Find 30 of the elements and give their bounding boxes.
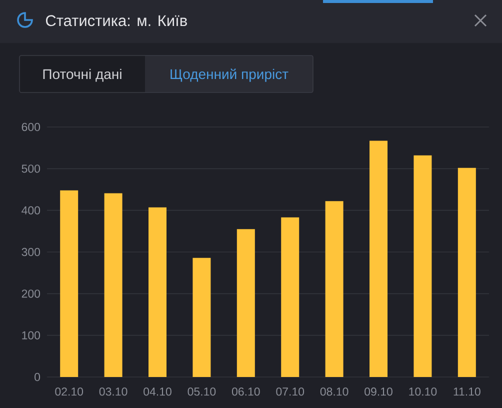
y-tick-label: 200 <box>22 290 40 298</box>
y-tick-label: 0 <box>34 372 40 382</box>
chart-title: Статистика: м. Київ <box>46 15 187 26</box>
bar <box>104 193 122 377</box>
x-tick-label: 11.10 <box>454 388 480 396</box>
x-tick-label: 10.10 <box>409 388 437 396</box>
bar <box>281 217 300 377</box>
x-tick-label: 04.10 <box>144 388 172 396</box>
bar <box>370 140 388 377</box>
bar <box>236 229 255 377</box>
bar <box>148 207 167 377</box>
x-tick-label: 09.10 <box>364 388 392 396</box>
x-tick-label: 02.10 <box>55 388 84 396</box>
x-tick-label: 06.10 <box>232 388 260 396</box>
bar <box>458 168 476 377</box>
x-tick-label: 07.10 <box>276 388 304 396</box>
text: Щоденний приріст <box>170 68 288 82</box>
bar <box>192 258 211 377</box>
x-tick-label: 03.10 <box>99 388 128 396</box>
x-tick-label: 08.10 <box>320 388 348 396</box>
y-tick-label: 400 <box>22 206 40 214</box>
bar <box>414 155 432 377</box>
bar <box>60 190 78 377</box>
y-tick-label: 100 <box>22 331 40 340</box>
text: Поточні дані <box>43 68 122 82</box>
y-tick-label: 600 <box>22 122 40 132</box>
y-tick-label: 500 <box>22 164 40 173</box>
y-tick-label: 300 <box>22 248 40 256</box>
bar <box>325 201 344 377</box>
x-tick-label: 05.10 <box>188 388 216 396</box>
